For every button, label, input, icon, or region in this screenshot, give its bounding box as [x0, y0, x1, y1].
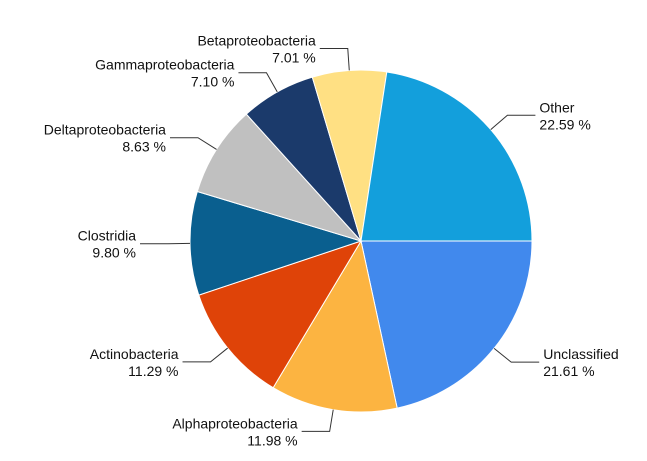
slice-label: Gammaproteobacteria — [95, 57, 235, 73]
value-label: 22.59 % — [539, 116, 590, 132]
leader-line — [238, 72, 278, 93]
slice-label: Betaproteobacteria — [197, 32, 316, 48]
slice-label: Alphaproteobacteria — [172, 415, 298, 431]
leader-line — [301, 409, 334, 432]
slice-label: Unclassified — [543, 346, 618, 362]
slice-label: Deltaproteobacteria — [44, 122, 166, 138]
leader-line — [490, 114, 536, 130]
leader-line — [319, 47, 350, 71]
leader-line — [169, 137, 217, 150]
value-label: 7.10 % — [191, 74, 235, 90]
value-label: 11.98 % — [247, 432, 297, 448]
pie-slice — [189, 190, 363, 296]
pie-slice — [196, 113, 363, 242]
pie-slice — [198, 240, 363, 389]
leader-line — [493, 347, 540, 363]
value-label: 21.61 % — [543, 363, 594, 379]
value-label: 11.29 % — [128, 363, 178, 379]
slice-label: Clostridia — [78, 228, 137, 244]
slice-label: Other — [539, 99, 574, 115]
slice-label: Actinobacteria — [90, 346, 179, 362]
leader-line — [182, 347, 228, 363]
pie-slice — [360, 71, 533, 242]
value-label: 7.01 % — [272, 49, 316, 65]
value-label: 9.80 % — [92, 245, 136, 261]
value-label: 8.63 % — [122, 139, 166, 155]
